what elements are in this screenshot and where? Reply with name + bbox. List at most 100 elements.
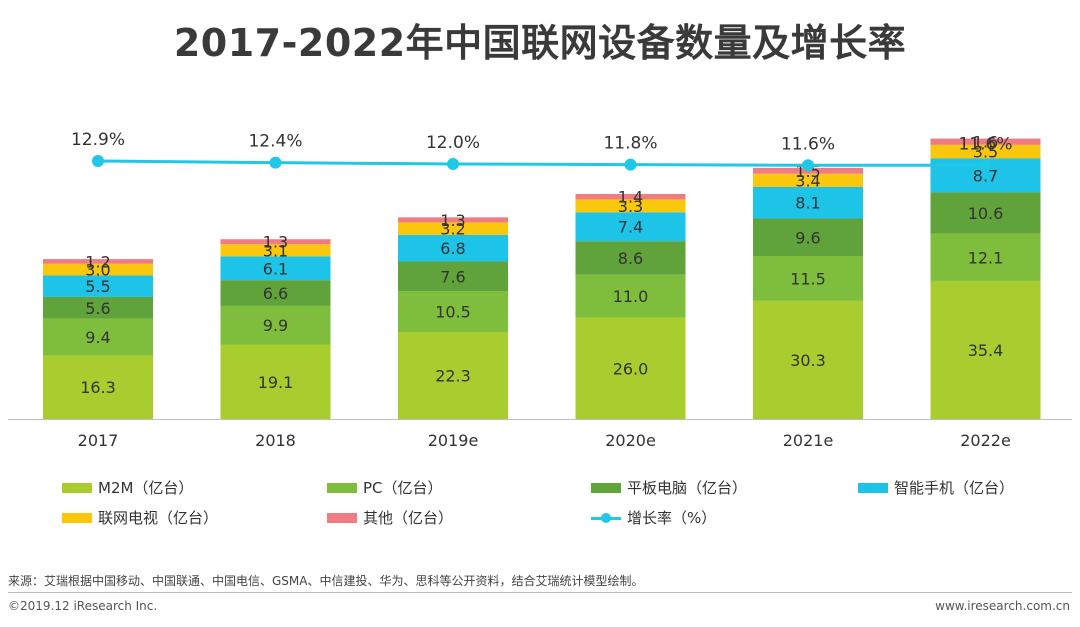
legend-swatch-tv [62, 512, 92, 523]
bar-m2m-2021e [753, 300, 863, 419]
data-label-m2m-2022e: 35.4 [968, 341, 1004, 360]
growth-point-2019e [447, 157, 459, 170]
growth-point-2021e [802, 159, 814, 172]
data-label-tablet-2020e: 8.6 [618, 249, 643, 268]
growth-label-2021e: 11.6% [781, 134, 835, 154]
data-label-tv-2021e: 3.4 [795, 171, 820, 190]
legend-label-pc: PC（亿台） [363, 479, 443, 497]
bar-other-2022e [930, 138, 1041, 145]
data-label-pc-2017: 9.4 [85, 328, 110, 347]
legend-line-growth [591, 512, 621, 524]
x-tick-label-2018: 2018 [255, 431, 296, 450]
bar-m2m-2019e [398, 332, 508, 419]
bar-pc-2020e [575, 274, 686, 318]
bar-tv-2021e [753, 173, 863, 187]
data-label-m2m-2018: 19.1 [258, 373, 294, 392]
data-label-pc-2020e: 11.0 [613, 287, 649, 306]
legend-item-other: 其他（亿台） [327, 507, 453, 528]
data-label-tv-2018: 3.1 [263, 241, 288, 260]
data-label-tablet-2018: 6.6 [263, 284, 288, 303]
bar-pc-2019e [398, 291, 508, 333]
data-label-other-2018: 1.3 [263, 233, 288, 252]
source-note: 来源：艾瑞根据中国移动、中国联通、中国电信、GSMA、中信建投、华为、思科等公开… [8, 574, 644, 588]
bar-phone-2020e [575, 212, 686, 242]
legend-swatch-m2m [62, 482, 92, 493]
x-tick-label-2017: 2017 [78, 431, 119, 450]
bar-tv-2019e [398, 222, 508, 235]
stacked-bar-chart: 16.39.45.65.53.01.2201719.19.96.66.13.11… [8, 130, 1072, 450]
legend-item-phone: 智能手机（亿台） [858, 477, 1014, 498]
growth-label-2020e: 11.8% [603, 134, 657, 154]
bar-m2m-2022e [930, 280, 1041, 419]
bar-pc-2021e [753, 255, 863, 301]
x-tick-label-2021e: 2021e [783, 431, 834, 450]
bar-pc-2022e [930, 233, 1041, 281]
bar-tablet-2022e [930, 192, 1041, 234]
data-label-tv-2017: 3.0 [85, 261, 110, 280]
growth-point-2018 [269, 156, 282, 169]
legend-swatch-tablet [591, 482, 621, 493]
data-label-phone-2020e: 7.4 [618, 218, 643, 237]
data-label-phone-2018: 6.1 [263, 259, 288, 278]
growth-point-2020e [624, 158, 637, 171]
data-label-m2m-2020e: 26.0 [613, 359, 649, 378]
data-label-tablet-2017: 5.6 [85, 299, 110, 318]
legend-label-m2m: M2M（亿台） [98, 479, 194, 497]
bar-pc-2017 [43, 318, 153, 356]
bar-phone-2019e [398, 234, 508, 262]
legend-label-tv: 联网电视（亿台） [98, 509, 219, 527]
data-label-pc-2018: 9.9 [263, 316, 288, 335]
website-link[interactable]: www.iresearch.com.cn [935, 599, 1070, 613]
legend-label-tablet: 平板电脑（亿台） [627, 479, 748, 497]
data-label-phone-2017: 5.5 [85, 277, 110, 296]
legend-label-other: 其他（亿台） [363, 509, 454, 527]
growth-rate-line [97, 159, 986, 167]
footer-divider [8, 592, 1072, 593]
legend-swatch-phone [858, 482, 888, 493]
bar-tablet-2018 [220, 280, 331, 306]
bar-tv-2022e [930, 144, 1041, 159]
copyright-text: ©2019.12 iResearch Inc. [8, 599, 158, 613]
data-label-tv-2020e: 3.3 [618, 197, 643, 216]
legend-item-tv: 联网电视（亿台） [62, 507, 218, 528]
growth-label-2017: 12.9% [71, 130, 125, 150]
data-label-phone-2019e: 6.8 [440, 239, 465, 258]
data-label-other-2022e: 1.6 [973, 133, 998, 152]
bar-other-2019e [398, 217, 508, 223]
bar-m2m-2020e [575, 317, 686, 419]
bar-pc-2018 [220, 305, 331, 345]
bar-tv-2018 [220, 244, 331, 257]
data-label-tablet-2019e: 7.6 [440, 267, 465, 286]
bar-tv-2017 [43, 263, 153, 276]
bar-tablet-2019e [398, 261, 508, 292]
bar-phone-2018 [220, 256, 331, 281]
data-label-m2m-2017: 16.3 [80, 378, 116, 397]
data-label-other-2020e: 1.4 [618, 188, 643, 207]
data-label-pc-2021e: 11.5 [790, 269, 826, 288]
bar-phone-2021e [753, 186, 863, 219]
bar-other-2020e [575, 193, 686, 200]
x-tick-label-2020e: 2020e [605, 431, 656, 450]
data-label-tv-2022e: 3.5 [973, 143, 998, 162]
legend-item-tablet: 平板电脑（亿台） [591, 477, 747, 498]
data-label-tv-2019e: 3.2 [440, 220, 465, 239]
chart-title: 2017-2022年中国联网设备数量及增长率 [173, 21, 907, 65]
data-label-pc-2022e: 12.1 [968, 248, 1004, 267]
legend-swatch-pc [327, 482, 357, 493]
legend-item-growth: 增长率（%） [591, 507, 716, 528]
data-label-tablet-2022e: 10.6 [968, 204, 1004, 223]
growth-label-2018: 12.4% [248, 132, 302, 152]
data-label-other-2017: 1.2 [85, 252, 110, 271]
data-label-m2m-2019e: 22.3 [435, 367, 471, 386]
growth-label-2022e: 11.6% [958, 134, 1012, 154]
x-tick-label-2022e: 2022e [960, 431, 1011, 450]
data-label-m2m-2021e: 30.3 [790, 351, 826, 370]
legend-swatch-other [327, 512, 357, 523]
data-label-phone-2021e: 8.1 [795, 194, 820, 213]
bar-m2m-2018 [220, 344, 331, 419]
data-label-pc-2019e: 10.5 [435, 303, 471, 322]
legend-item-m2m: M2M（亿台） [62, 477, 193, 498]
bar-tv-2020e [575, 199, 686, 213]
bar-m2m-2017 [43, 355, 153, 419]
legend-item-pc: PC（亿台） [327, 477, 443, 498]
